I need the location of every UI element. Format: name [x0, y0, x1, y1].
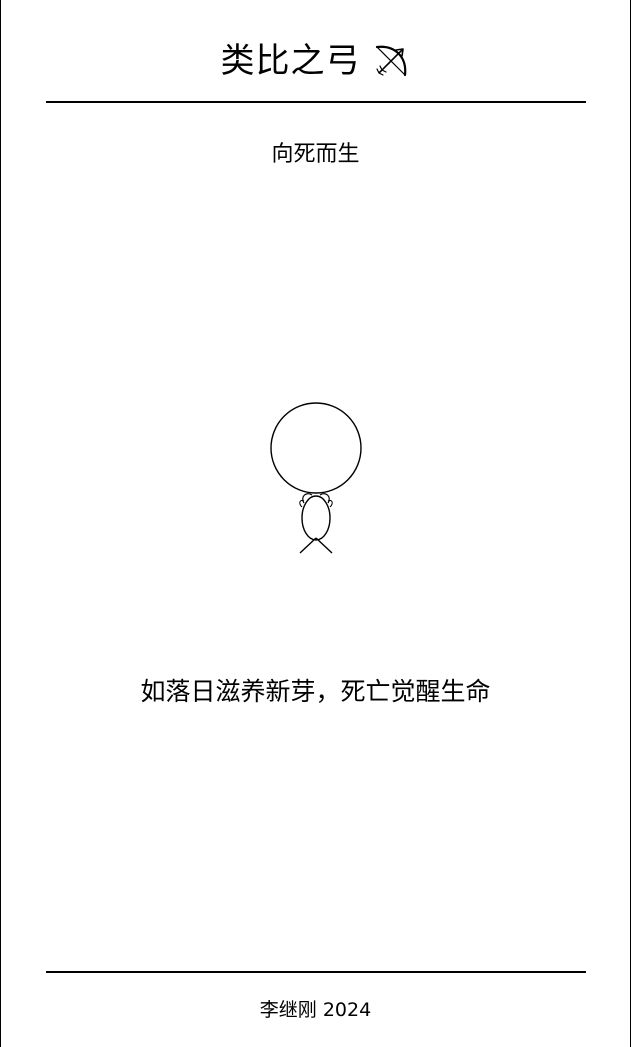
subtitle: 向死而生	[271, 142, 360, 167]
sun-circle	[270, 402, 362, 494]
footer-credit: 李继刚 2024	[259, 999, 372, 1021]
sprout-body	[301, 495, 331, 541]
bow-and-arrow-icon	[371, 41, 411, 81]
header-divider	[46, 101, 586, 103]
sun-over-sprout-figure-icon	[256, 395, 376, 560]
quote-text: 如落日滋养新芽，死亡觉醒生命	[140, 677, 491, 706]
header: 类比之弓	[1, 0, 630, 104]
title-row: 类比之弓	[1, 38, 630, 84]
footer-divider	[46, 971, 586, 973]
page-title: 类比之弓	[220, 41, 361, 81]
